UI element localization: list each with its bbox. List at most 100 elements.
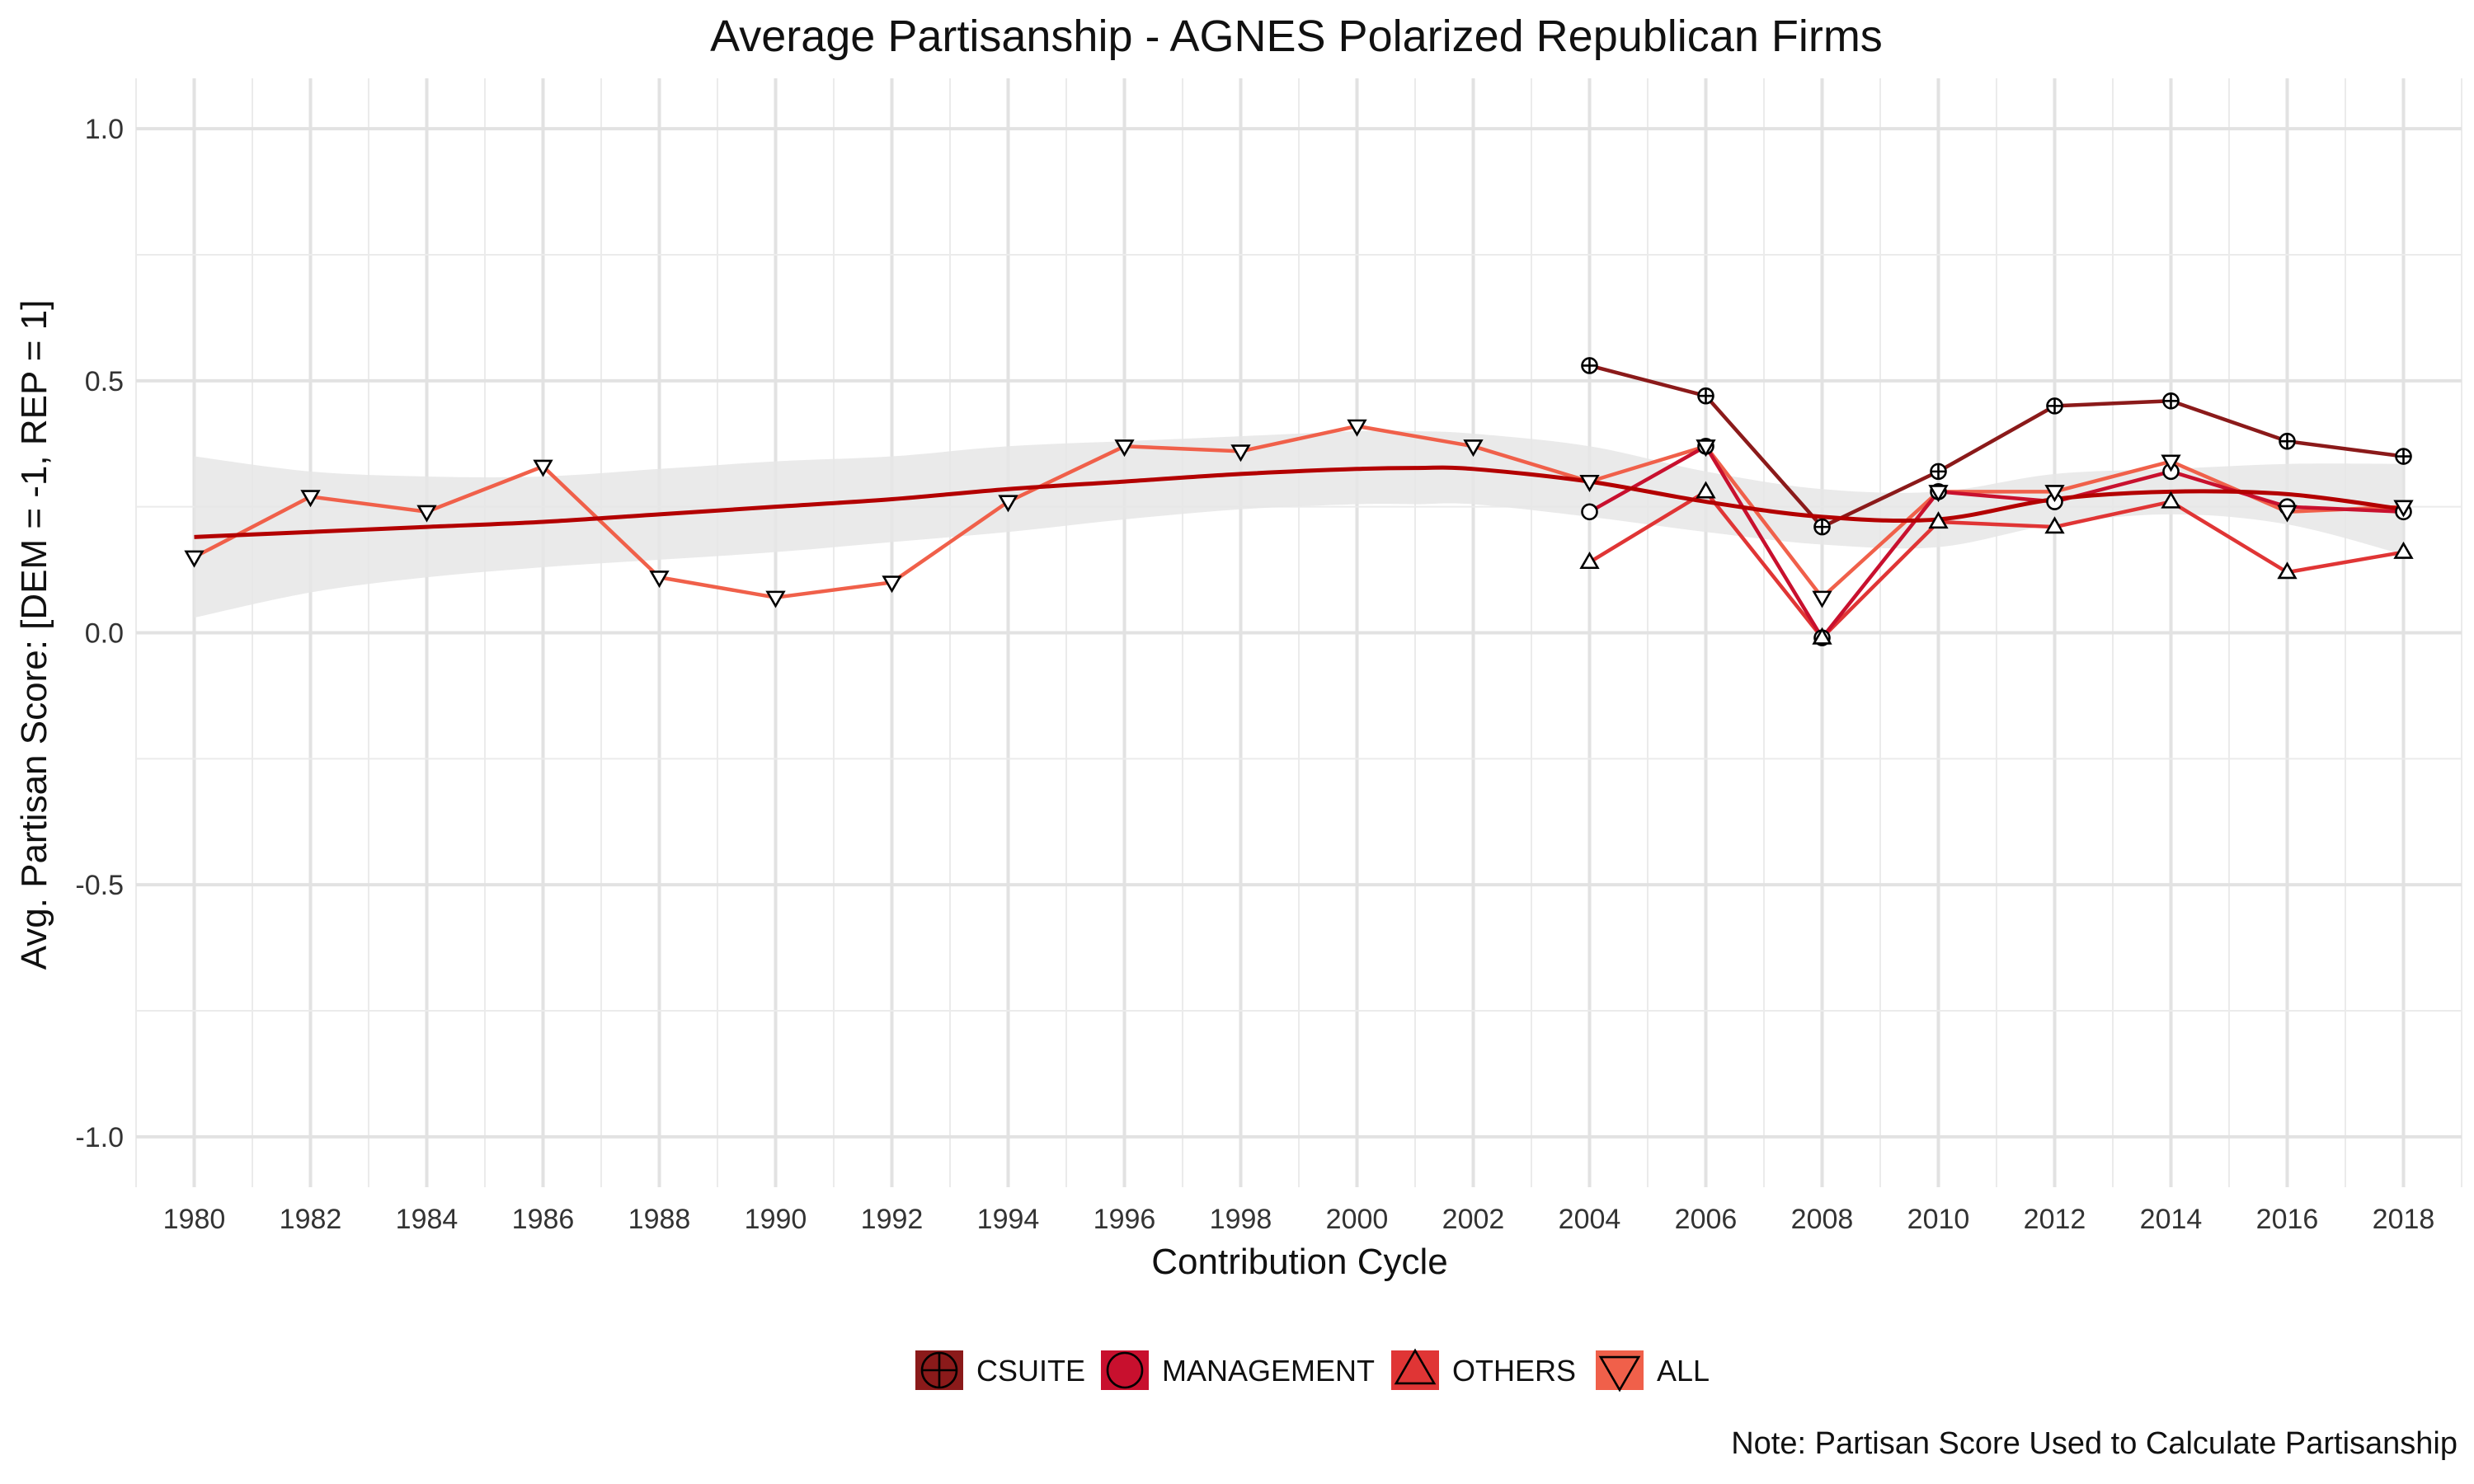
data-point-all-shape [649, 571, 670, 589]
x-tick-label: 2012 [2024, 1204, 2086, 1235]
smooth-trend-line [194, 465, 2404, 539]
x-tick-label: 1996 [1094, 1204, 1156, 1235]
data-point-all-shape [1696, 439, 1716, 458]
y-tick-label: -1.0 [75, 1122, 124, 1153]
data-point-others-shape [2393, 541, 2414, 559]
data-point-all-shape [1463, 439, 1484, 458]
data-point-others-shape [1812, 627, 1832, 645]
series-line-all [193, 424, 2404, 599]
data-point-all [1230, 444, 1251, 463]
grid [135, 78, 2462, 1187]
x-tick-label: 1986 [512, 1204, 575, 1235]
data-point-others [1812, 627, 1832, 645]
series-line-others [1588, 490, 2404, 640]
data-point-all [1347, 419, 1367, 437]
data-point-csuite [2046, 397, 2063, 415]
data-point-all-shape [416, 505, 437, 523]
data-point-all [533, 459, 553, 477]
data-point-all-shape [998, 495, 1018, 513]
data-point-all-shape [765, 590, 786, 608]
data-point-all-shape [1114, 439, 1135, 458]
data-point-others [2277, 561, 2298, 580]
data-point-management [1581, 503, 1598, 521]
x-tick-label: 1984 [396, 1204, 459, 1235]
y-tick-label: 0.5 [85, 366, 124, 397]
legend-label: ALL [1657, 1354, 1710, 1388]
x-tick-label: 2000 [1326, 1204, 1389, 1235]
x-tick-label: 1994 [977, 1204, 1040, 1235]
x-tick-label: 2008 [1791, 1204, 1854, 1235]
x-axis-title: Contribution Cycle [1151, 1242, 1448, 1282]
data-point-all [2044, 485, 2065, 503]
y-axis-title: Avg. Partisan Score: [DEM = -1, REP = 1] [14, 300, 54, 970]
data-point-all-shape [1347, 419, 1367, 437]
legend-key-csuite [920, 1351, 958, 1389]
x-tick-label: 2018 [2373, 1204, 2435, 1235]
legend-key-all-shape [1598, 1355, 1641, 1392]
series-markers-layer [184, 357, 2414, 646]
data-point-all [1928, 485, 1949, 503]
data-point-others-shape [1928, 511, 1949, 529]
x-tick-label: 2016 [2256, 1204, 2319, 1235]
data-point-all-shape [1230, 444, 1251, 463]
data-point-management-shape [1581, 503, 1598, 521]
data-point-csuite [1697, 387, 1714, 405]
x-tick-label: 1982 [280, 1204, 342, 1235]
data-point-csuite [2395, 448, 2412, 465]
legend-key-all [1598, 1355, 1641, 1392]
data-point-all [1579, 474, 1600, 492]
data-point-all [2277, 505, 2298, 523]
legend-item-all: ALL [1596, 1350, 1710, 1392]
chart-caption: Note: Partisan Score Used to Calculate P… [1731, 1426, 2458, 1461]
legend-key-management [1106, 1351, 1144, 1389]
data-point-others [2044, 516, 2065, 534]
data-point-others-shape [2044, 516, 2065, 534]
data-point-all-shape [1579, 474, 1600, 492]
data-point-all-shape [2393, 500, 2414, 518]
data-point-all-shape [1928, 485, 1949, 503]
data-point-all [416, 505, 437, 523]
tick-labels-layer: 1980 1982 1984 1986 1988 1990 1992 1994 1996 1998… [75, 114, 2434, 1235]
data-point-others-shape [2277, 561, 2298, 580]
legend-key-others-shape [1394, 1348, 1437, 1385]
data-point-all-shape [184, 550, 205, 568]
data-point-csuite [1813, 518, 1831, 536]
y-tick-label: -0.5 [75, 870, 124, 901]
smooth-confidence-band [194, 430, 2404, 618]
data-point-all [882, 575, 902, 594]
data-point-all-shape [533, 459, 553, 477]
legend-label: MANAGEMENT [1162, 1354, 1375, 1388]
legend-key-others [1394, 1348, 1437, 1385]
data-point-others [1579, 552, 1600, 570]
series-lines-layer [193, 364, 2404, 640]
data-point-others-shape [2161, 491, 2181, 509]
data-point-csuite [2279, 432, 2296, 450]
confidence-band-layer [194, 430, 2404, 618]
y-tick-label: 0.0 [85, 618, 124, 650]
data-point-all-shape [2044, 485, 2065, 503]
legend-item-management: MANAGEMENT [1101, 1350, 1375, 1390]
data-point-all [1114, 439, 1135, 458]
data-point-all [184, 550, 205, 568]
x-tick-label: 1980 [163, 1204, 226, 1235]
data-point-others-shape [1579, 552, 1600, 570]
data-point-all [649, 571, 670, 589]
data-point-all [765, 590, 786, 608]
x-tick-label: 2010 [1907, 1204, 1970, 1235]
x-tick-label: 1998 [1210, 1204, 1272, 1235]
data-point-csuite [1930, 463, 1947, 481]
data-point-all-shape [882, 575, 902, 594]
data-point-others [1696, 481, 1716, 499]
legend: CSUITE MANAGEMENT OTHERS ALL [915, 1348, 1710, 1392]
data-point-all [1696, 439, 1716, 458]
data-point-all [2393, 500, 2414, 518]
series-line-csuite [1588, 364, 2404, 529]
data-point-others [1928, 511, 1949, 529]
data-point-others-shape [1696, 481, 1716, 499]
data-point-others [2393, 541, 2414, 559]
data-point-all [2161, 454, 2181, 472]
data-point-all-shape [1812, 590, 1832, 608]
data-point-all-shape [2161, 454, 2181, 472]
